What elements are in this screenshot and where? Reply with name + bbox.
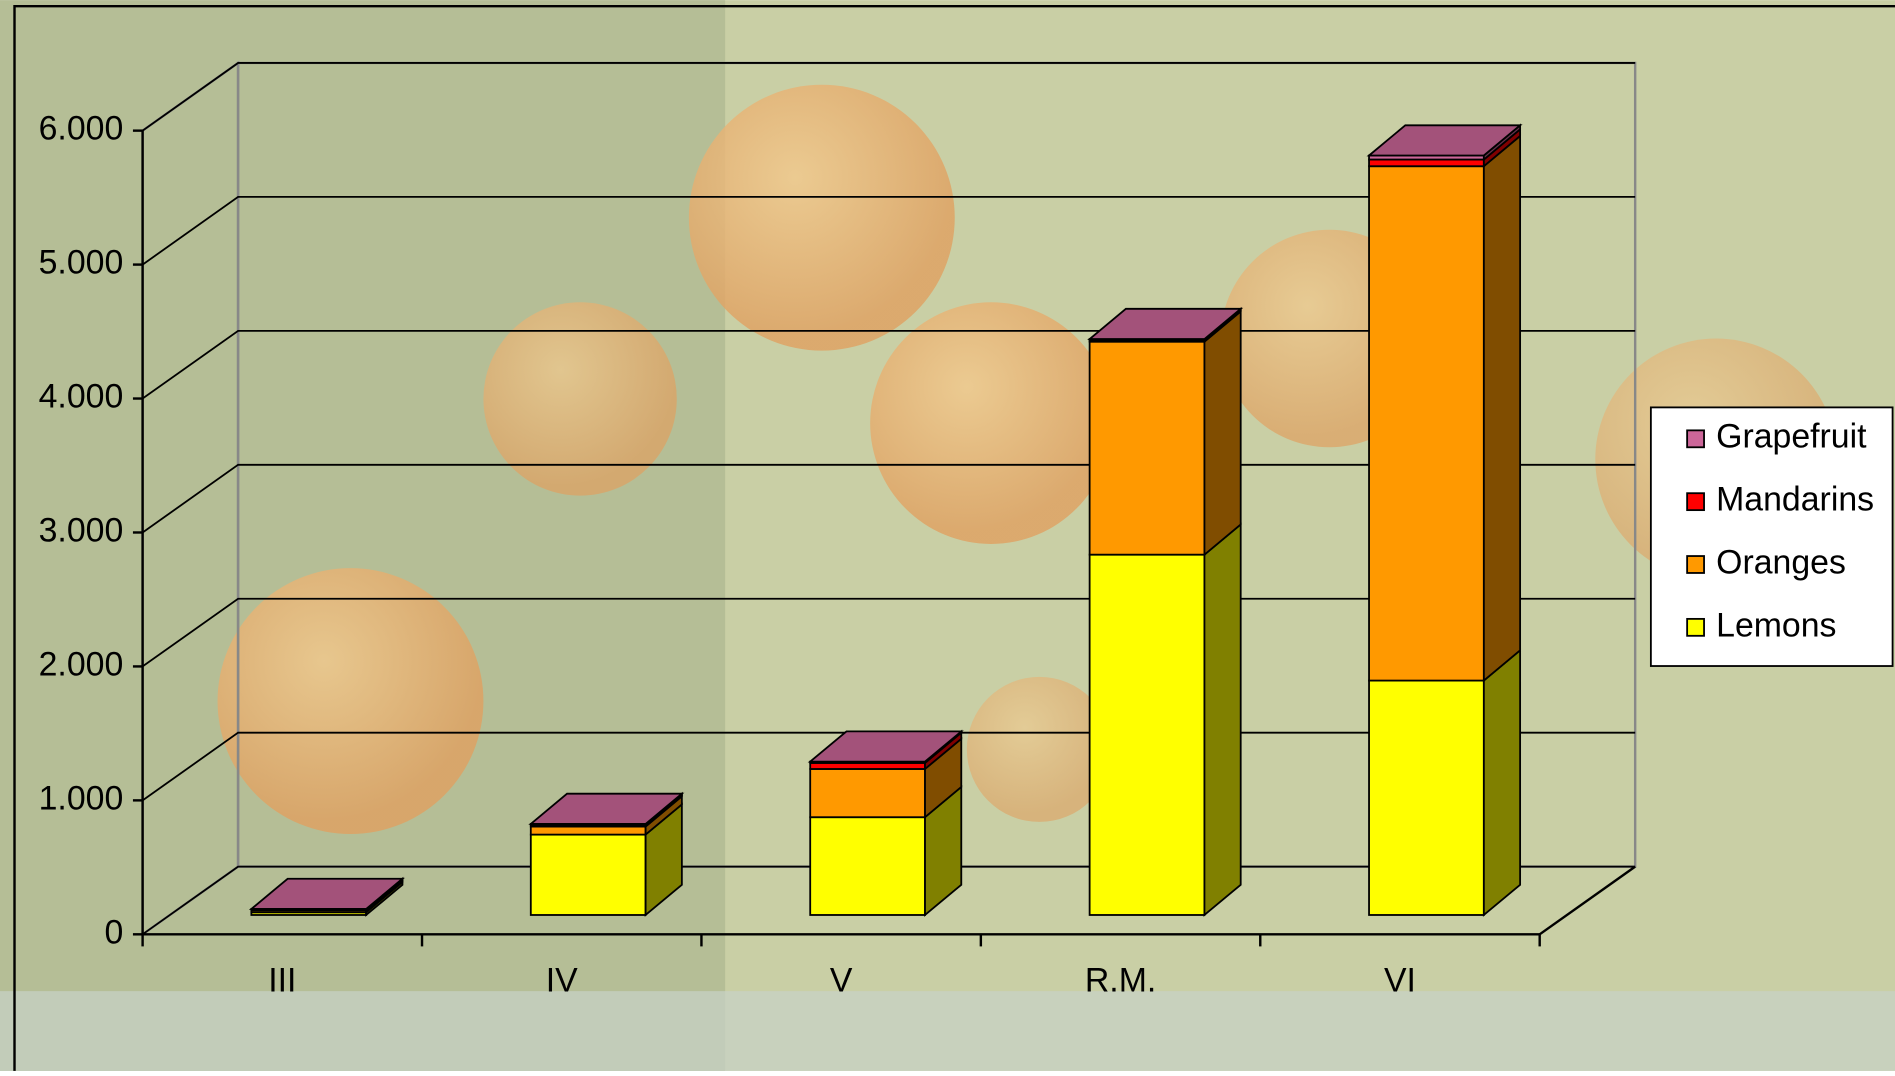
y-tick-label: 1.000 [39, 779, 124, 817]
bar-segment [809, 816, 926, 916]
x-tick-label: V [830, 962, 853, 1000]
bar-side [1482, 648, 1522, 917]
legend-label: Mandarins [1716, 481, 1874, 519]
legend-items: Lemons Oranges Mandarins Grapefruit [1686, 418, 1874, 644]
y-tick-label: 6.000 [39, 110, 124, 148]
bar-segment [529, 833, 647, 916]
legend-swatch [1686, 429, 1705, 449]
bar-segment [529, 825, 647, 836]
grid-line [142, 195, 1636, 266]
bar-segment [1088, 340, 1206, 556]
legend-swatch [1686, 617, 1705, 637]
x-tick-label: VI [1384, 962, 1416, 1000]
bar-side [1203, 309, 1242, 557]
bar-segment [1088, 553, 1206, 916]
legend-label: Oranges [1716, 543, 1846, 581]
y-tick-label: 2.000 [39, 645, 124, 683]
x-tick-label: IV [546, 962, 578, 1000]
bar-side [1203, 522, 1242, 917]
x-tick-label: III [268, 962, 296, 1000]
plot-area: 0 1.000 2.000 3.000 4.000 5.000 6.000 III IV V R.M… [39, 60, 1637, 1000]
grid-line [142, 62, 1636, 132]
legend: Lemons Oranges Mandarins Grapefruit [1649, 406, 1894, 667]
legend-swatch [1686, 555, 1705, 574]
y-tick-label: 0 [104, 913, 123, 951]
bar-top [248, 877, 405, 910]
floor-edge [1538, 865, 1636, 936]
bar-segment [1368, 158, 1485, 168]
bar-segment [809, 768, 926, 819]
legend-label: Grapefruit [1716, 418, 1867, 456]
x-tick-label: R.M. [1085, 962, 1156, 1000]
bar-top [807, 730, 964, 763]
bar-segment [1368, 679, 1485, 916]
legend-label: Lemons [1716, 606, 1836, 644]
bar-top [528, 792, 685, 825]
y-tick-label: 5.000 [39, 244, 124, 282]
bar-top [1366, 124, 1523, 157]
bar-segment [1368, 165, 1485, 682]
bar-side [1482, 134, 1522, 683]
y-tick-label: 4.000 [39, 377, 124, 415]
bar-top [1087, 307, 1244, 340]
legend-swatch [1686, 492, 1705, 512]
y-tick-label: 3.000 [39, 511, 124, 549]
